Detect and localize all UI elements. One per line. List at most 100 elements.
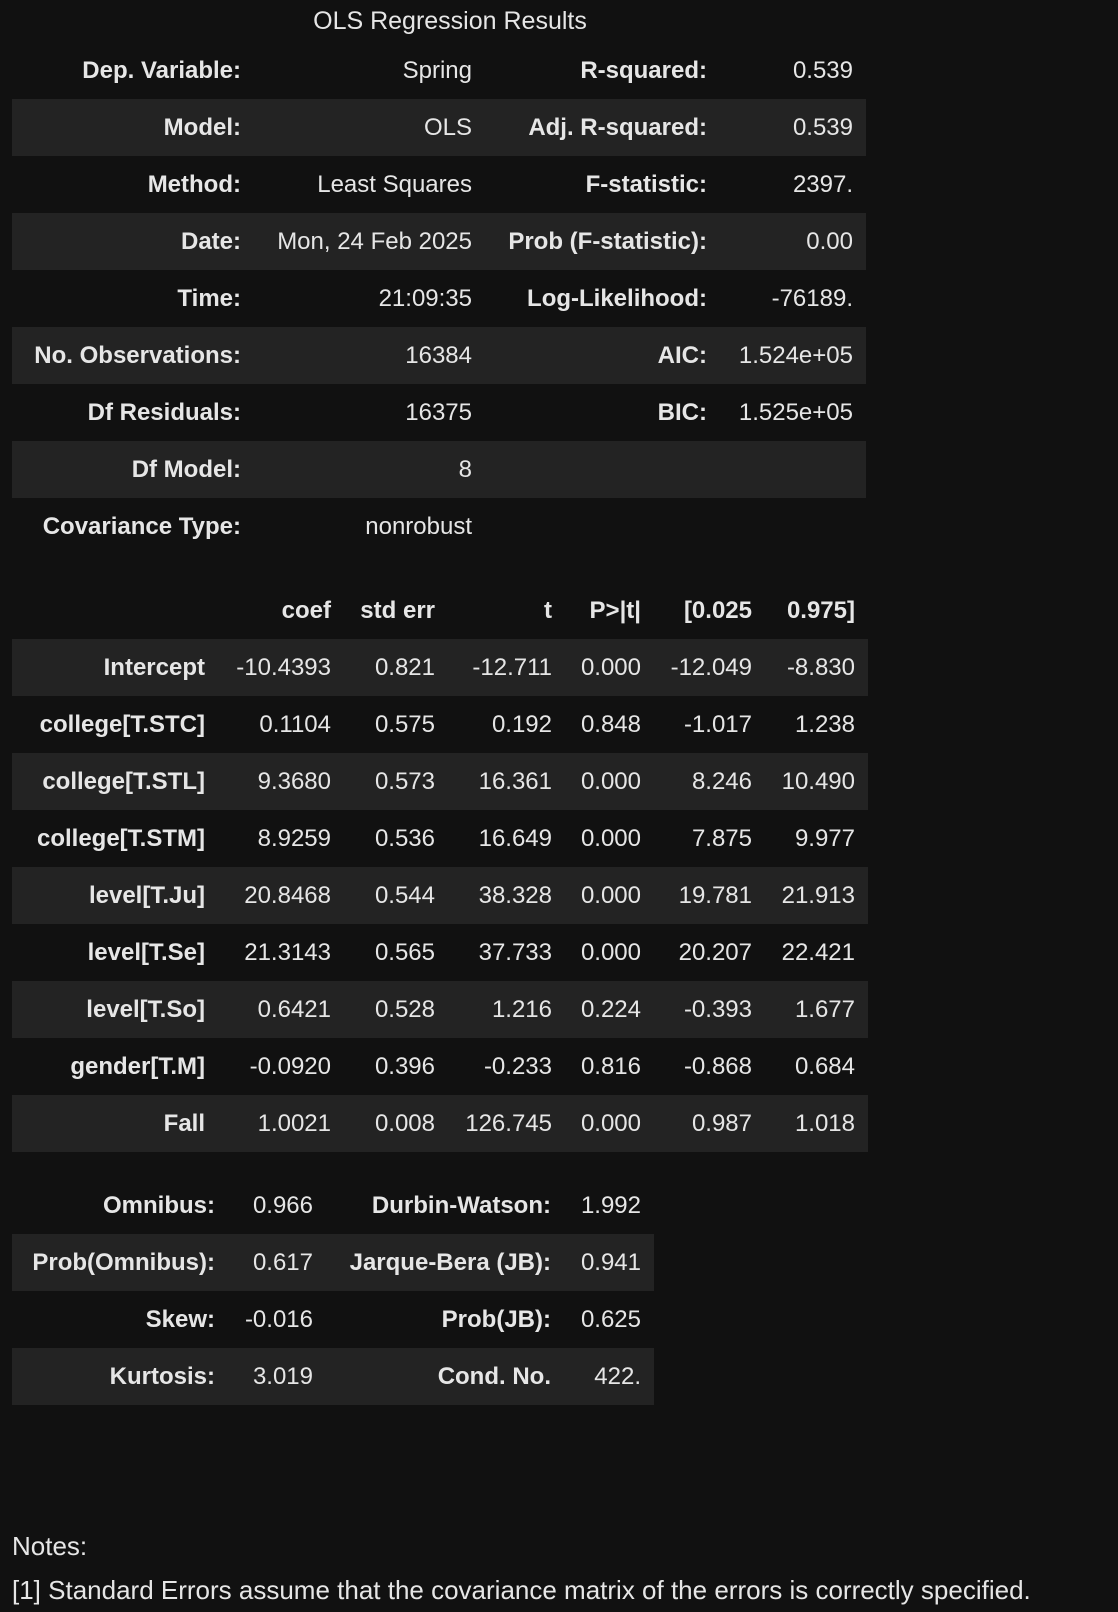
table-cell: 126.745: [465, 1109, 552, 1137]
table-cell: 0.565: [374, 938, 435, 966]
table-row: level[T.Se] 21.3143 0.565 37.733 0.000 20.207…: [12, 924, 868, 981]
summary-row: Date: Mon, 24 Feb 2025 Prob (F-statistic):…: [12, 213, 866, 270]
table-cell: 7.875: [691, 824, 752, 852]
table-cell: 19.781: [678, 881, 752, 909]
diagnostic-label: Jarque-Bera (JB):: [349, 1248, 551, 1276]
table-cell: -0.233: [483, 1052, 552, 1080]
summary-row: Dep. Variable: Spring R-squared: 0.539: [12, 42, 866, 99]
table-cell: 37.733: [478, 938, 552, 966]
summary-value: 1.524e+05: [738, 341, 853, 369]
table-cell: 0.1104: [259, 710, 331, 738]
diagnostic-label: Kurtosis:: [109, 1362, 215, 1390]
summary-label: Model:: [163, 113, 241, 141]
summary-value: 0.00: [806, 227, 853, 255]
table-cell: 0.573: [374, 767, 435, 795]
summary-value: 16384: [405, 341, 472, 369]
table-cell: 0.6421: [257, 995, 331, 1023]
table-row: Fall 1.0021 0.008 126.745 0.000 0.987 1.018: [12, 1095, 868, 1152]
summary-row: No. Observations: 16384 AIC: 1.524e+05: [12, 327, 866, 384]
row-label: level[T.Ju]: [88, 881, 205, 909]
diagnostic-value: 0.941: [580, 1248, 641, 1276]
table-cell: 0.192: [491, 710, 552, 738]
column-header: coef: [281, 596, 331, 624]
table-cell: 0.396: [374, 1052, 435, 1080]
coefficient-header-row: coef std err t P>|t| [0.025 0.975]: [12, 582, 868, 639]
summary-value: -76189.: [771, 284, 853, 312]
column-header: 0.975]: [786, 596, 855, 624]
diagnostics-row: Kurtosis: 3.019 Cond. No. 422.: [12, 1348, 654, 1405]
diagnostics-table: Omnibus: 0.966 Durbin-Watson: 1.992 Prob(Omn…: [12, 1177, 654, 1405]
diagnostic-label: Prob(Omnibus):: [32, 1248, 215, 1276]
row-label: Intercept: [103, 653, 205, 681]
table-cell: -0.393: [683, 995, 752, 1023]
summary-value: Least Squares: [317, 170, 472, 198]
table-cell: 1.216: [491, 995, 552, 1023]
notes-section: Notes: [1] Standard Errors assume that t…: [12, 1524, 1031, 1612]
table-cell: 0.000: [580, 1109, 641, 1137]
row-label: level[T.Se]: [87, 938, 205, 966]
table-cell: 10.490: [781, 767, 855, 795]
row-label: college[T.STM]: [36, 824, 205, 852]
diagnostic-value: 422.: [594, 1362, 641, 1390]
table-cell: 0.000: [580, 938, 641, 966]
summary-label: Df Model:: [131, 455, 241, 483]
table-cell: 0.816: [580, 1052, 641, 1080]
table-cell: 22.421: [781, 938, 855, 966]
diagnostic-value: 1.992: [580, 1191, 641, 1219]
summary-value: OLS: [423, 113, 472, 141]
diagnostics-row: Prob(Omnibus): 0.617 Jarque-Bera (JB): 0.94…: [12, 1234, 654, 1291]
table-cell: 20.207: [678, 938, 752, 966]
summary-value: 0.539: [792, 113, 853, 141]
summary-label: Prob (F-statistic):: [508, 227, 707, 255]
table-cell: 0.224: [580, 995, 641, 1023]
diagnostics-row: Skew: -0.016 Prob(JB): 0.625: [12, 1291, 654, 1348]
table-row: college[T.STC] 0.1104 0.575 0.192 0.848 -1.01…: [12, 696, 868, 753]
table-cell: 0.000: [580, 653, 641, 681]
diagnostic-label: Prob(JB):: [441, 1305, 551, 1333]
diagnostic-label: Omnibus:: [103, 1191, 215, 1219]
summary-row: Df Residuals: 16375 BIC: 1.525e+05: [12, 384, 866, 441]
table-cell: -10.4393: [236, 653, 331, 681]
summary-label: Date:: [180, 227, 241, 255]
table-cell: 0.684: [794, 1052, 855, 1080]
table-cell: 16.649: [478, 824, 552, 852]
table-cell: 8.246: [691, 767, 752, 795]
table-cell: 9.3680: [257, 767, 331, 795]
summary-value: 2397.: [792, 170, 853, 198]
table-cell: 1.018: [794, 1109, 855, 1137]
table-cell: 9.977: [794, 824, 855, 852]
summary-label: BIC:: [657, 398, 707, 426]
summary-value: [720, 498, 866, 555]
notes-heading: Notes:: [12, 1531, 88, 1561]
table-cell: 0.821: [374, 653, 435, 681]
summary-row: Time: 21:09:35 Log-Likelihood: -76189.: [12, 270, 866, 327]
diagnostic-value: -0.016: [244, 1305, 313, 1333]
summary-label: No. Observations:: [34, 341, 241, 369]
table-cell: -12.049: [670, 653, 752, 681]
summary-label: R-squared:: [580, 56, 707, 84]
summary-label: Adj. R-squared:: [528, 113, 707, 141]
table-cell: 16.361: [478, 767, 552, 795]
note-item: [1] Standard Errors assume that the cova…: [12, 1575, 1031, 1605]
summary-value: Mon, 24 Feb 2025: [277, 227, 472, 255]
table-cell: 0.528: [374, 995, 435, 1023]
summary-value: nonrobust: [365, 512, 472, 540]
summary-label: Method:: [147, 170, 241, 198]
table-cell: 21.3143: [244, 938, 331, 966]
table-cell: 0.000: [580, 824, 641, 852]
table-cell: 0.575: [374, 710, 435, 738]
row-label: Fall: [163, 1109, 205, 1137]
diagnostic-value: 3.019: [252, 1362, 313, 1390]
diagnostic-label: Durbin-Watson:: [371, 1191, 551, 1219]
summary-row: Covariance Type: nonrobust: [12, 498, 866, 555]
table-cell: 0.536: [374, 824, 435, 852]
row-label: level[T.So]: [86, 995, 205, 1023]
column-header: P>|t|: [589, 596, 641, 624]
table-cell: 1.677: [794, 995, 855, 1023]
table-cell: 1.0021: [257, 1109, 331, 1137]
diagnostic-label: Cond. No.: [437, 1362, 551, 1390]
summary-label: AIC:: [657, 341, 707, 369]
table-row: college[T.STM] 8.9259 0.536 16.649 0.000 7.87…: [12, 810, 868, 867]
table-cell: 0.848: [580, 710, 641, 738]
column-header: std err: [360, 596, 435, 624]
